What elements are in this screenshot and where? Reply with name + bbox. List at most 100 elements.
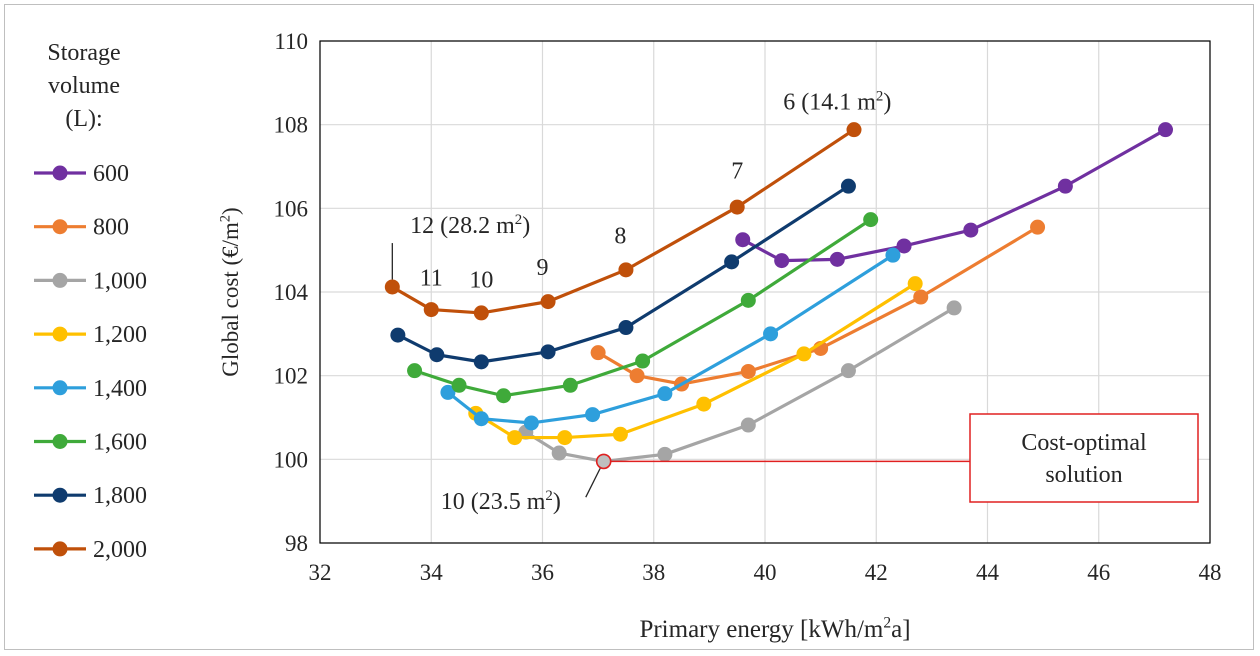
legend-title-line-3: (L): <box>65 106 102 132</box>
cost-optimal-marker <box>595 453 612 470</box>
point-2-000-5 <box>618 262 634 278</box>
y-tick-100: 100 <box>274 447 309 472</box>
point-800-6 <box>913 289 929 305</box>
point-800-4 <box>740 363 756 379</box>
point-2-000-1 <box>384 279 400 295</box>
x-tick-44: 44 <box>976 560 1000 585</box>
legend-item-600: 600 <box>34 161 129 187</box>
series-group <box>384 122 1173 469</box>
point-1-800-7 <box>840 178 856 194</box>
point-1-200-5 <box>696 396 712 412</box>
point-2-000-6 <box>729 199 745 215</box>
legend-marker-1-600 <box>52 434 68 449</box>
x-tick-42: 42 <box>865 560 888 585</box>
point-800-2 <box>629 368 645 384</box>
legend-marker-1-000 <box>52 272 68 288</box>
legend-label-1-400: 1,400 <box>93 376 147 402</box>
point-1-600-6 <box>740 292 756 308</box>
point-1-000-5 <box>740 417 756 433</box>
y-tick-102: 102 <box>274 364 309 389</box>
y-tick-106: 106 <box>274 196 309 221</box>
point-1-200-4 <box>612 426 628 442</box>
y-tick-110: 110 <box>274 29 308 54</box>
y-tick-104: 104 <box>274 280 309 305</box>
point-2-000-4 <box>540 294 556 310</box>
point-1-400-7 <box>885 247 901 263</box>
y-tick-labels: 98 100 102 104 106 108 110 <box>274 29 309 556</box>
point-2-000-7 <box>846 122 862 138</box>
point-600-2 <box>774 253 790 269</box>
point-1-200-7 <box>907 276 923 292</box>
series-1-400 <box>440 247 901 431</box>
legend-label-1-800: 1,800 <box>93 483 147 509</box>
point-600-6 <box>1057 178 1073 194</box>
chart-frame <box>4 4 1254 650</box>
cost-optimal-annotation: Cost-optimal solution <box>603 413 1199 503</box>
point-600-3 <box>829 251 845 267</box>
point-1-400-5 <box>657 386 673 402</box>
point-1-600-1 <box>407 363 423 379</box>
point-1-800-6 <box>724 254 740 270</box>
legend: Storage volume (L): 600 800 1,000 1,200 1,400 1,… <box>34 40 147 563</box>
x-tick-32: 32 <box>309 560 332 585</box>
point-label-5: 8 <box>614 224 626 250</box>
series-1-600 <box>407 212 879 404</box>
y-tick-98: 98 <box>285 531 308 556</box>
point-1-400-1 <box>440 384 456 400</box>
legend-marker-800 <box>52 219 68 235</box>
x-tick-46: 46 <box>1087 560 1110 585</box>
point-2-000-2 <box>423 302 439 318</box>
series-600 <box>735 122 1173 269</box>
legend-item-1-000: 1,000 <box>34 268 147 294</box>
point-800-1 <box>590 345 606 361</box>
legend-label-2-000: 2,000 <box>93 537 147 563</box>
legend-marker-1-800 <box>52 487 68 503</box>
plot-area <box>319 40 1211 544</box>
legend-label-800: 800 <box>93 215 129 241</box>
point-1-400-6 <box>763 326 779 342</box>
legend-label-1-000: 1,000 <box>93 268 147 294</box>
series-1-800 <box>390 178 856 370</box>
point-1-200-2 <box>507 430 523 446</box>
point-1-800-5 <box>618 320 634 336</box>
point-600-1 <box>735 232 751 248</box>
series-line-1-200 <box>474 282 917 440</box>
legend-marker-1-200 <box>52 326 68 342</box>
legend-item-800: 800 <box>34 215 129 241</box>
point-1-000-4 <box>657 446 673 462</box>
legend-label-1-600: 1,600 <box>93 430 147 456</box>
x-axis-label: Primary energy [kWh/m2​a] <box>639 615 910 644</box>
legend-item-1-400: 1,400 <box>34 376 147 402</box>
legend-item-1-800: 1,800 <box>34 483 147 509</box>
legend-title-line-2: volume <box>48 73 120 99</box>
x-tick-36: 36 <box>531 560 554 585</box>
point-label-3: 10 <box>469 267 493 293</box>
point-labels: 12 (28.2 m2​) 11 10 9 8 7 6 (14.1 m2​) 10 (23.5… <box>391 89 891 515</box>
legend-label-1-200: 1,200 <box>93 322 147 348</box>
y-tick-108: 108 <box>274 113 309 138</box>
point-1-400-4 <box>585 407 601 423</box>
point-label-4: 9 <box>537 255 549 281</box>
point-600-5 <box>963 222 979 238</box>
point-1-000-6 <box>840 363 856 379</box>
point-label-8: 10 (23.5 m2​) <box>441 488 561 515</box>
point-label-2: 11 <box>420 265 443 291</box>
legend-marker-2-000 <box>52 541 68 557</box>
y-axis-label: Global cost (€/m2​) <box>217 207 243 376</box>
legend-label-600: 600 <box>93 161 129 187</box>
point-1-600-5 <box>635 353 651 369</box>
point-label-6: 7 <box>731 159 743 185</box>
series-2-000 <box>384 122 862 321</box>
point-1-800-1 <box>390 327 406 343</box>
point-1-600-2 <box>451 377 467 393</box>
x-tick-48: 48 <box>1199 560 1222 585</box>
point-1-600-7 <box>863 212 879 228</box>
x-tick-34: 34 <box>420 560 444 585</box>
annotation-text-line-2: solution <box>1045 462 1122 488</box>
point-1-800-3 <box>473 354 489 370</box>
legend-marker-600 <box>52 165 68 181</box>
series-line-600 <box>741 128 1167 263</box>
legend-item-1-600: 1,600 <box>34 430 147 456</box>
point-1-600-3 <box>496 388 512 404</box>
legend-item-1-200: 1,200 <box>34 322 147 348</box>
